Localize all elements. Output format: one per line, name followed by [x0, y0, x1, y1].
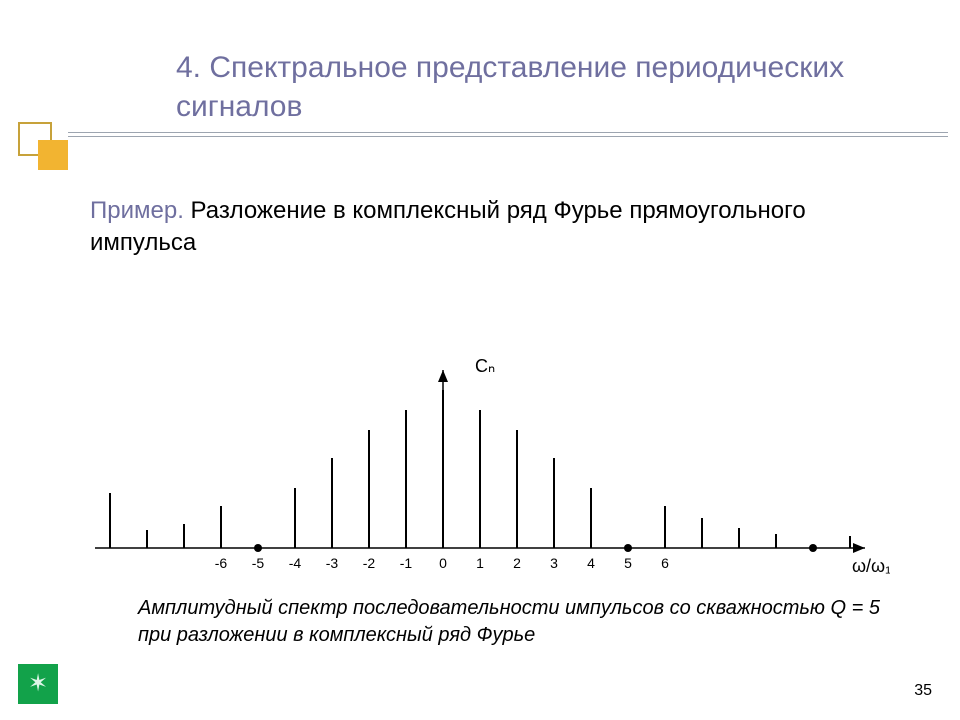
slide-body: Пример. Разложение в комплексный ряд Фур… — [90, 195, 880, 260]
svg-text:0: 0 — [439, 555, 447, 571]
svg-text:-1: -1 — [400, 555, 413, 571]
svg-text:-4: -4 — [289, 555, 302, 571]
star-icon: ✶ — [28, 672, 48, 696]
svg-text:-6: -6 — [215, 555, 228, 571]
svg-text:-5: -5 — [252, 555, 265, 571]
svg-text:Cₙ: Cₙ — [475, 356, 495, 376]
svg-text:5: 5 — [624, 555, 632, 571]
svg-text:-2: -2 — [363, 555, 376, 571]
svg-text:1: 1 — [476, 555, 484, 571]
svg-text:6: 6 — [661, 555, 669, 571]
body-lead: Пример. — [90, 197, 184, 224]
slide-title-text: 4. Спектральное представление периодичес… — [176, 48, 900, 126]
svg-text:4: 4 — [587, 555, 595, 571]
nav-button[interactable]: ✶ — [18, 664, 58, 704]
svg-text:ω/ω₁: ω/ω₁ — [852, 556, 890, 576]
spectrum-chart: -6 -5 -4 -3 -2 -1 0 1 2 3 4 5 6 Cₙ ω/ω₁ — [90, 300, 890, 590]
ornament-line-bottom — [68, 136, 948, 137]
spectrum-chart-svg: -6 -5 -4 -3 -2 -1 0 1 2 3 4 5 6 Cₙ ω/ω₁ — [90, 300, 890, 590]
svg-text:3: 3 — [550, 555, 558, 571]
chart-caption: Амплитудный спектр последовательности им… — [138, 595, 880, 649]
slide-title: 4. Спектральное представление периодичес… — [176, 48, 900, 126]
body-rest: Разложение в комплексный ряд Фурье прямо… — [90, 197, 806, 256]
ornament-square-fill — [38, 140, 68, 170]
svg-text:-3: -3 — [326, 555, 339, 571]
page-number: 35 — [914, 682, 932, 700]
ornament-line-top — [68, 132, 948, 133]
svg-text:2: 2 — [513, 555, 521, 571]
